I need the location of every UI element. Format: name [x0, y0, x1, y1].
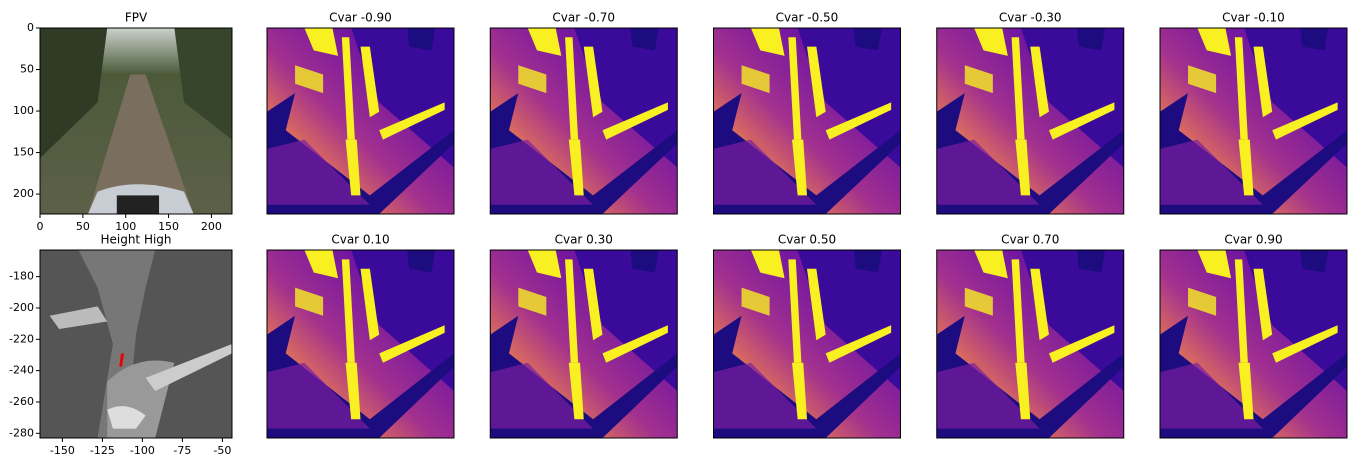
panel-title: Cvar -0.70	[552, 11, 615, 25]
fpv-image	[40, 28, 232, 214]
heatmap-image	[936, 28, 1124, 214]
heatmap-image	[1160, 250, 1347, 438]
y-tick-label: 50	[20, 63, 34, 76]
y-tick-label: 0	[27, 21, 34, 34]
axes-frame	[489, 249, 678, 439]
y-tick-label: 200	[13, 187, 34, 200]
heatmap-image	[936, 250, 1124, 438]
y-tick-label: -240	[9, 364, 34, 377]
x-tick-label: -50	[213, 444, 231, 457]
panel-title: Height High	[100, 233, 171, 247]
x-tick-label: 0	[37, 220, 44, 233]
panel-title: Cvar 0.30	[555, 233, 613, 247]
y-tick-label: -220	[9, 332, 34, 345]
x-tick-label: -150	[50, 444, 75, 457]
axes-frame	[39, 249, 233, 439]
panel-title: Cvar 0.70	[1001, 233, 1059, 247]
x-tick-label: 100	[115, 220, 136, 233]
heatmap-image	[1160, 28, 1347, 214]
y-tick-label: 100	[13, 104, 34, 117]
axes-frame	[1159, 249, 1348, 439]
axes-frame	[39, 27, 233, 215]
x-tick-label: 150	[158, 220, 179, 233]
axes-frame	[489, 27, 678, 215]
x-tick-label: -125	[90, 444, 115, 457]
x-tick-label: -75	[173, 444, 191, 457]
y-tick-label: -180	[9, 270, 34, 283]
x-tick-label: 50	[76, 220, 90, 233]
panel-title: Cvar 0.90	[1224, 233, 1282, 247]
height-image	[40, 250, 232, 438]
panel-title: Cvar -0.50	[776, 11, 839, 25]
panel-title: FPV	[125, 11, 148, 25]
heatmap-image	[267, 250, 454, 438]
heatmap-image	[490, 28, 678, 214]
y-tick-label: -200	[9, 301, 34, 314]
heatmap-image	[267, 28, 454, 214]
axes-frame	[713, 249, 901, 439]
panel-title: Cvar 0.10	[331, 233, 389, 247]
axes-frame	[936, 249, 1125, 439]
heatmap-image	[713, 28, 901, 214]
axes-frame	[1159, 27, 1348, 215]
axes-frame	[266, 249, 455, 439]
x-tick-label: -100	[130, 444, 155, 457]
y-tick-label: -260	[9, 395, 34, 408]
heatmap-image	[490, 250, 678, 438]
y-tick-label: 150	[13, 146, 34, 159]
axes-frame	[266, 27, 455, 215]
x-tick-label: 200	[201, 220, 222, 233]
panel-title: Cvar -0.90	[329, 11, 392, 25]
heatmap-image	[713, 250, 901, 438]
axes-frame	[713, 27, 901, 215]
panel-title: Cvar -0.10	[1222, 11, 1285, 25]
panel-title: Cvar -0.30	[999, 11, 1062, 25]
panel-title: Cvar 0.50	[778, 233, 836, 247]
y-tick-label: -280	[9, 426, 34, 439]
axes-frame	[936, 27, 1125, 215]
